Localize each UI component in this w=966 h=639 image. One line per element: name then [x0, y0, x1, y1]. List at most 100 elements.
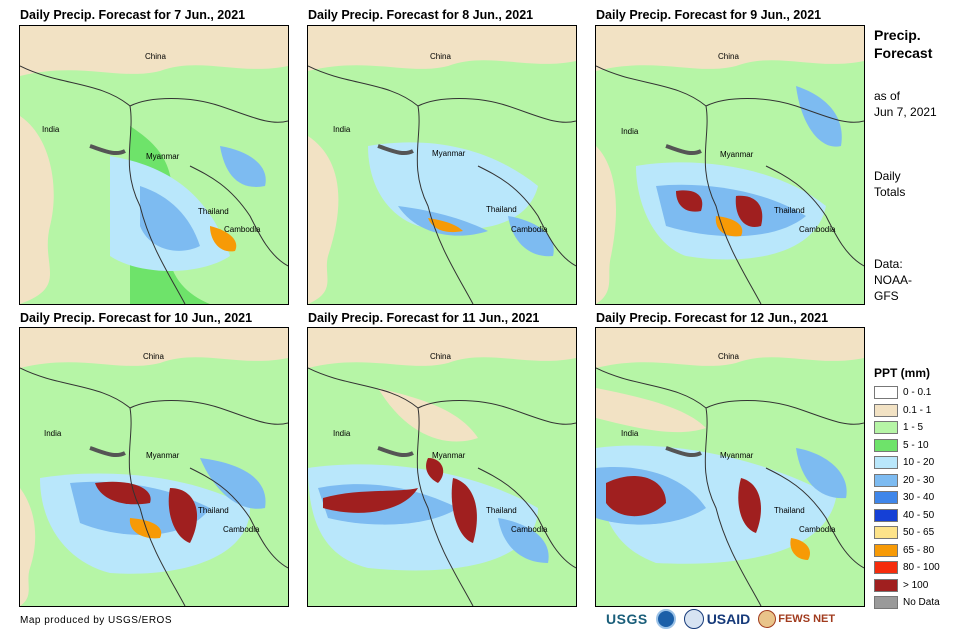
legend-swatch [874, 491, 898, 505]
legend-swatch [874, 561, 898, 575]
label-india: India [42, 125, 60, 134]
legend: 0 - 0.1 0.1 - 1 1 - 5 5 - 10 10 - 20 20 - 30 3… [874, 384, 940, 612]
label-myanmar: Myanmar [432, 451, 466, 460]
agency-logos: USGS USAID FEWS NET [606, 609, 835, 629]
fewsnet-wordmark: FEWS NET [778, 613, 836, 625]
panel-title-5: Daily Precip. Forecast for 11 Jun., 2021 [308, 311, 540, 325]
sidebar-title: Precip. Forecast [874, 26, 964, 62]
data-line3: GFS [874, 289, 899, 303]
legend-label: > 100 [903, 579, 929, 591]
label-india: India [333, 125, 351, 134]
sidebar-title-line2: Forecast [874, 45, 933, 61]
usaid-logo: USAID [683, 609, 751, 629]
legend-label: No Data [903, 597, 940, 609]
label-cambodia: Cambodia [511, 225, 548, 234]
label-thailand: Thailand [198, 207, 229, 216]
legend-label: 5 - 10 [903, 439, 929, 451]
legend-label: 30 - 40 [903, 492, 935, 504]
forecast-map-4: China India Myanmar Thailand Cambodia [19, 327, 289, 607]
label-myanmar: Myanmar [720, 451, 754, 460]
label-cambodia: Cambodia [799, 225, 836, 234]
legend-title: PPT (mm) [874, 366, 931, 380]
daily-line1: Daily [874, 169, 901, 183]
label-thailand: Thailand [486, 205, 517, 214]
legend-swatch [874, 578, 898, 592]
label-myanmar: Myanmar [432, 149, 466, 158]
legend-swatch [874, 403, 898, 417]
label-thailand: Thailand [774, 206, 805, 215]
data-line1: Data: [874, 257, 903, 271]
label-india: India [621, 127, 639, 136]
legend-swatch [874, 421, 898, 435]
legend-swatch [874, 438, 898, 452]
label-thailand: Thailand [486, 506, 517, 515]
fewsnet-globe-icon [758, 610, 777, 628]
legend-swatch [874, 386, 898, 400]
legend-swatch [874, 526, 898, 540]
label-china: China [430, 352, 451, 361]
usgs-logo: USGS [606, 611, 648, 627]
panel-title-3: Daily Precip. Forecast for 9 Jun., 2021 [596, 8, 822, 22]
legend-row: 0 - 0.1 [874, 384, 940, 402]
usaid-wordmark: USAID [706, 611, 751, 627]
legend-label: 1 - 5 [903, 422, 924, 434]
label-china: China [718, 352, 739, 361]
legend-row: 20 - 30 [874, 472, 940, 490]
legend-swatch [874, 596, 898, 610]
label-myanmar: Myanmar [146, 152, 180, 161]
label-china: China [718, 52, 739, 61]
label-myanmar: Myanmar [146, 451, 180, 460]
legend-row: 0.1 - 1 [874, 402, 940, 420]
legend-row: 1 - 5 [874, 419, 940, 437]
usaid-seal-icon [683, 609, 704, 629]
legend-swatch [874, 473, 898, 487]
legend-label: 10 - 20 [903, 457, 935, 469]
legend-swatch [874, 456, 898, 470]
daily-line2: Totals [874, 185, 906, 199]
panel-title-4: Daily Precip. Forecast for 10 Jun., 2021 [20, 311, 253, 325]
map-credit: Map produced by USGS/EROS [20, 615, 173, 626]
as-of-date: as of Jun 7, 2021 [874, 88, 964, 120]
legend-row: 65 - 80 [874, 542, 940, 560]
noaa-logo-icon [655, 609, 676, 629]
forecast-map-6: China India Myanmar Thailand Cambodia [595, 327, 865, 607]
label-india: India [621, 429, 639, 438]
fewsnet-logo: FEWS NET [758, 610, 835, 628]
label-cambodia: Cambodia [223, 525, 260, 534]
panel-title-2: Daily Precip. Forecast for 8 Jun., 2021 [308, 8, 534, 22]
label-cambodia: Cambodia [511, 525, 548, 534]
data-source: Data: NOAA- GFS [874, 256, 964, 304]
legend-label: 0 - 0.1 [903, 387, 932, 399]
label-china: China [143, 352, 164, 361]
legend-swatch [874, 508, 898, 522]
legend-row: 50 - 65 [874, 524, 940, 542]
forecast-map-3: China India Myanmar Thailand Cambodia [595, 25, 865, 305]
legend-row: 30 - 40 [874, 489, 940, 507]
label-cambodia: Cambodia [224, 225, 261, 234]
legend-row: 40 - 50 [874, 507, 940, 525]
label-india: India [44, 429, 62, 438]
panel-title-1: Daily Precip. Forecast for 7 Jun., 2021 [20, 8, 246, 22]
legend-label: 50 - 65 [903, 527, 935, 539]
daily-totals: Daily Totals [874, 168, 964, 200]
label-cambodia: Cambodia [799, 525, 836, 534]
legend-label: 65 - 80 [903, 544, 935, 556]
label-china: China [145, 52, 166, 61]
label-china: China [430, 52, 451, 61]
label-thailand: Thailand [774, 506, 805, 515]
legend-label: 20 - 30 [903, 474, 935, 486]
sidebar-title-line1: Precip. [874, 27, 921, 43]
as-of-line1: as of [874, 89, 901, 103]
legend-label: 80 - 100 [903, 562, 940, 574]
panel-title-6: Daily Precip. Forecast for 12 Jun., 2021 [596, 311, 829, 325]
legend-row: 5 - 10 [874, 437, 940, 455]
forecast-map-2: China India Myanmar Thailand Cambodia [307, 25, 577, 305]
legend-row: > 100 [874, 577, 940, 595]
legend-row: No Data [874, 594, 940, 612]
label-thailand: Thailand [198, 506, 229, 515]
legend-row: 10 - 20 [874, 454, 940, 472]
forecast-map-5: China India Myanmar Thailand Cambodia [307, 327, 577, 607]
forecast-map-1: China India Myanmar Thailand Cambodia [19, 25, 289, 305]
as-of-line2: Jun 7, 2021 [874, 105, 937, 119]
legend-row: 80 - 100 [874, 559, 940, 577]
